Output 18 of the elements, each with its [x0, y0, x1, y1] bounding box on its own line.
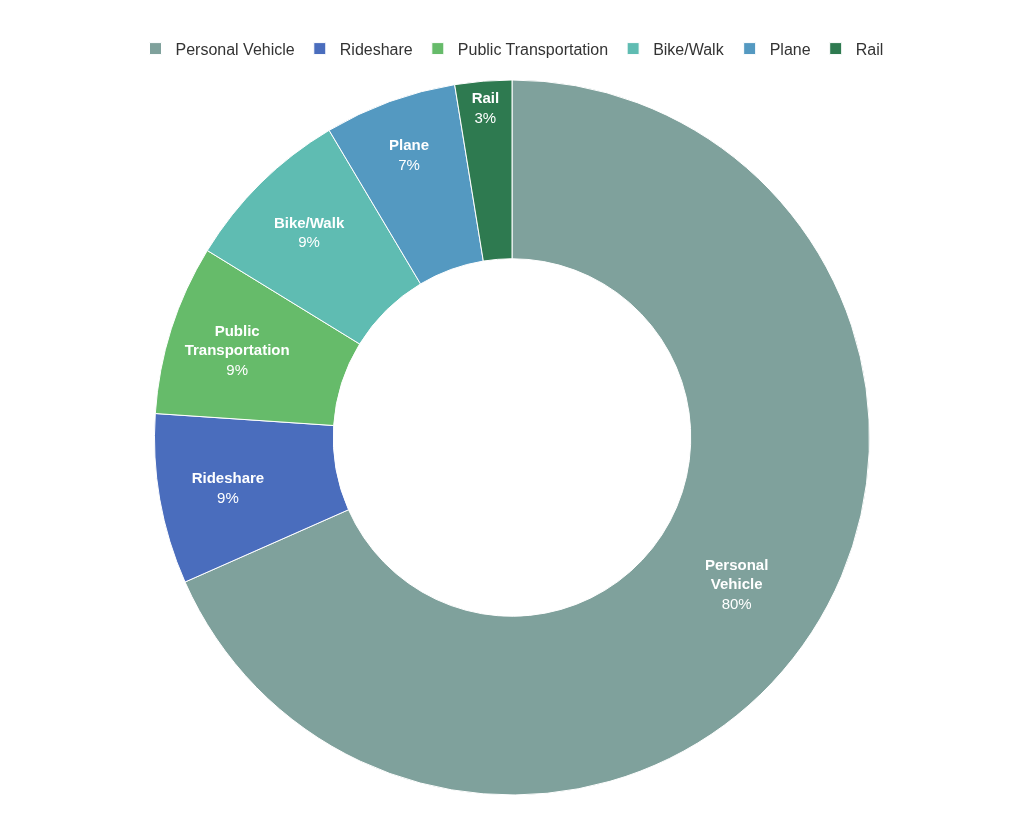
slice-label: Plane — [388, 136, 429, 154]
data-label: 9% — [217, 488, 239, 506]
legend-label: Rideshare — [339, 40, 413, 58]
legend-label: Personal Vehicle — [175, 40, 295, 58]
legend-label: Bike/Walk — [653, 40, 725, 58]
slice-label: Rail — [471, 89, 500, 107]
slice-label: Bike/Walk — [273, 213, 345, 231]
slice-label: Rideshare — [191, 469, 265, 487]
data-label: 7% — [398, 155, 420, 173]
legend-label: Public Transportation — [457, 40, 609, 58]
slice-label: Personal Vehicle — [704, 555, 769, 593]
data-label: 9% — [226, 360, 249, 378]
data-label: 9% — [298, 233, 320, 251]
legend-label: Rail — [855, 40, 884, 58]
slice-label: Public Transportation — [184, 321, 290, 359]
data-label: 3% — [474, 108, 497, 126]
legend-label: Plane — [769, 40, 811, 58]
data-label: 80% — [721, 594, 752, 612]
